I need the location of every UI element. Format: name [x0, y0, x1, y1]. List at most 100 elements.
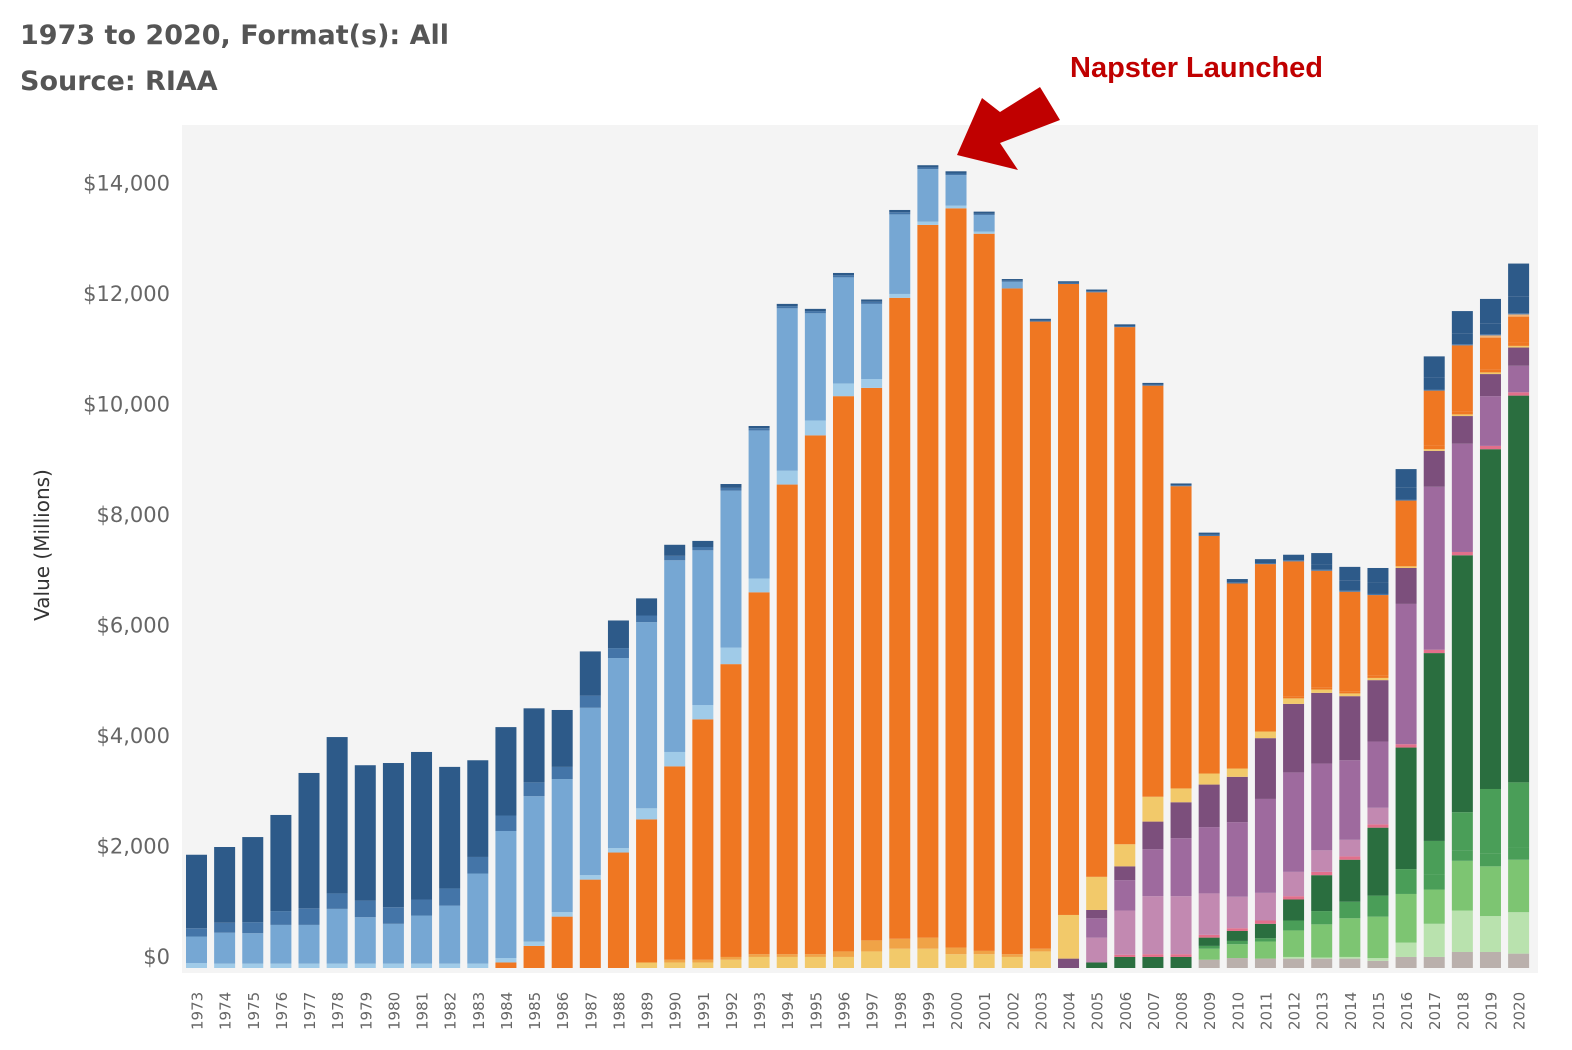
- bar-segment-2002-s16: [1001, 281, 1023, 289]
- bar-segment-2007-s10: [1142, 796, 1164, 822]
- bar-segment-1976-s18: [270, 814, 292, 912]
- bar-segment-2010-s10: [1226, 768, 1248, 777]
- bar-segment-1984-s16: [495, 830, 517, 959]
- x-tick-label: 1992: [723, 992, 741, 1030]
- bar-segment-1985-s18: [523, 708, 545, 783]
- x-tick-label: 2016: [1398, 992, 1416, 1030]
- bar-segment-2011-s8: [1254, 798, 1276, 893]
- bar-segment-1993-s15: [748, 578, 770, 593]
- bar-segment-2001-s13: [973, 233, 995, 951]
- bar-segment-2017-s10: [1423, 449, 1445, 451]
- x-tick-label: 2008: [1173, 992, 1191, 1030]
- bar-segment-1991-s18: [692, 540, 714, 547]
- bar-segment-1999-s10: [917, 948, 939, 968]
- bar-segment-1975-s17: [242, 922, 264, 934]
- bar-segment-2001-s18: [973, 211, 995, 214]
- bar-segment-1990-s11: [664, 959, 686, 963]
- bar-segment-2016-s19: [1395, 469, 1417, 488]
- bar-segment-2010-s13: [1226, 583, 1248, 769]
- bar-segment-1977-s15: [298, 963, 320, 968]
- bar-segment-2014-s2: [1339, 918, 1361, 957]
- bar-segment-2016-s12: [1395, 563, 1417, 567]
- bar-segment-2010-s5: [1226, 930, 1248, 941]
- x-tick-label: 1997: [864, 992, 882, 1030]
- bar-segment-2007-s7: [1142, 896, 1164, 955]
- bar-segment-1990-s17: [664, 555, 686, 561]
- bar-segment-2001-s16: [973, 214, 995, 232]
- y-tick-label: $14,000: [83, 172, 170, 196]
- bar-segment-2017-s5: [1423, 653, 1445, 841]
- x-tick-label: 1973: [189, 992, 207, 1030]
- bar-segment-2014-s18: [1339, 580, 1361, 591]
- bar-segment-1991-s15: [692, 705, 714, 720]
- x-tick-label: 2004: [1061, 992, 1079, 1030]
- bar-segment-1996-s10: [832, 956, 854, 968]
- y-tick-label: $6,000: [97, 614, 170, 638]
- bar-segment-2003-s18: [1029, 318, 1051, 321]
- bar-segment-2020-s0: [1508, 953, 1530, 968]
- bar-segment-1981-s16: [411, 915, 433, 964]
- bar-segment-1987-s18: [579, 651, 601, 696]
- bar-segment-1999-s18: [917, 165, 939, 168]
- bar-segment-1992-s18: [720, 484, 742, 488]
- bar-segment-2008-s5: [1170, 956, 1192, 968]
- bar-segment-1998-s16: [889, 214, 911, 294]
- x-tick-label: 2012: [1286, 992, 1304, 1030]
- bar-segment-2011-s13: [1254, 564, 1276, 732]
- bar-segment-2003-s10: [1029, 951, 1051, 968]
- bar-segment-2019-s9: [1479, 374, 1501, 397]
- bar-segment-2013-s5: [1311, 875, 1333, 912]
- bar-segment-2000-s16: [945, 175, 967, 206]
- bar-segment-2020-s10: [1508, 345, 1530, 348]
- bar-segment-2006-s10: [1114, 844, 1136, 867]
- bar-segment-2019-s4: [1479, 788, 1501, 854]
- bar-segment-2012-s5: [1283, 899, 1305, 921]
- bar-segment-2017-s19: [1423, 356, 1445, 378]
- bar-segment-2000-s10: [945, 954, 967, 968]
- bar-segment-1985-s16: [523, 796, 545, 942]
- bar-segment-2018-s17: [1451, 344, 1473, 346]
- bar-segment-1992-s15: [720, 647, 742, 665]
- bar-segment-1991-s13: [692, 719, 714, 960]
- bar-segment-2014-s17: [1339, 590, 1361, 592]
- bar-segment-2015-s3: [1367, 895, 1389, 917]
- x-tick-label: 1979: [357, 992, 375, 1030]
- bar-segment-2020-s4: [1508, 782, 1530, 848]
- bar-segment-2018-s4: [1451, 812, 1473, 851]
- bar-segment-2012-s6: [1283, 896, 1305, 900]
- x-tick-label: 2005: [1089, 992, 1107, 1030]
- bar-segment-1979-s18: [354, 765, 376, 901]
- bar-segment-2001-s17: [973, 213, 995, 215]
- bar-segment-2018-s0: [1451, 951, 1473, 968]
- bar-segment-1994-s15: [776, 470, 798, 485]
- bar-segment-2019-s5: [1479, 449, 1501, 789]
- bar-segment-1990-s13: [664, 766, 686, 960]
- bar-segment-2006-s18: [1114, 324, 1136, 326]
- bar-segment-2009-s6: [1198, 934, 1220, 938]
- bar-segment-2017-s9: [1423, 450, 1445, 487]
- bar-segment-1994-s18: [776, 303, 798, 307]
- bar-segment-2005-s8: [1086, 918, 1108, 938]
- bar-segment-2020-s9: [1508, 347, 1530, 366]
- x-tick-label: 2000: [948, 992, 966, 1030]
- bar-segment-2012-s0: [1283, 958, 1305, 968]
- bar-segment-1977-s18: [298, 772, 320, 909]
- bar-segment-1997-s17: [861, 301, 883, 304]
- x-tick-label: 1991: [695, 992, 713, 1030]
- bar-segment-2015-s5: [1367, 827, 1389, 896]
- bar-segment-2015-s2: [1367, 916, 1389, 959]
- bar-segment-1998-s13: [889, 297, 911, 939]
- bar-segment-2020-s12: [1508, 342, 1530, 346]
- bar-segment-1989-s16: [636, 622, 658, 809]
- bar-segment-2007-s17: [1142, 384, 1164, 386]
- bar-segment-1987-s17: [579, 695, 601, 708]
- bar-segment-2012-s10: [1283, 698, 1305, 704]
- bar-segment-2011-s18: [1254, 559, 1276, 564]
- bar-segment-2012-s13: [1283, 561, 1305, 697]
- bar-segment-2016-s13: [1395, 500, 1417, 564]
- bar-segment-2014-s13: [1339, 591, 1361, 692]
- bar-segment-1981-s18: [411, 751, 433, 900]
- bar-segment-1995-s16: [804, 313, 826, 421]
- bar-segment-2000-s18: [945, 171, 967, 174]
- bar-segment-2013-s17: [1311, 569, 1333, 571]
